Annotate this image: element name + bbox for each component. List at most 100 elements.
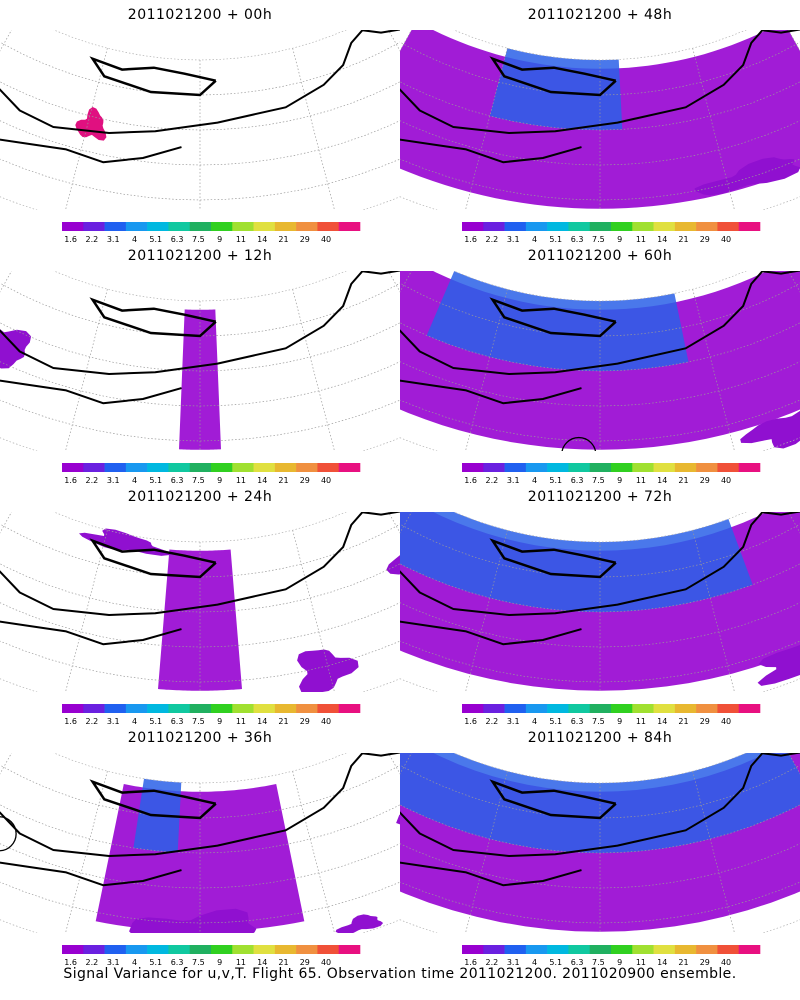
variance-patch bbox=[129, 908, 257, 933]
colorbar-label: 11 bbox=[636, 958, 646, 967]
variance-field-high bbox=[489, 48, 623, 131]
colorbar-label: 11 bbox=[636, 476, 646, 485]
colorbar-label: 7.5 bbox=[192, 958, 205, 967]
variance-patch bbox=[740, 410, 800, 449]
colorbar-label: 3.1 bbox=[107, 958, 120, 967]
colorbar-label: 9 bbox=[617, 235, 622, 244]
colorbar-label: 7.5 bbox=[592, 958, 605, 967]
colorbar-swatch bbox=[83, 704, 105, 713]
colorbar-swatch bbox=[462, 222, 484, 231]
map-boundary bbox=[0, 30, 400, 210]
forecast-panel: 2011021200 + 24h 1.6 2.2 3.1 4 5.1 6.3 7.5 9 11 14… bbox=[0, 482, 400, 726]
colorbar-swatch bbox=[338, 704, 361, 713]
colorbar-swatch bbox=[632, 222, 654, 231]
graticule-longitude bbox=[292, 530, 335, 692]
colorbar-label: 29 bbox=[300, 235, 310, 244]
colorbar-label: 5.1 bbox=[549, 717, 562, 726]
panel-title: 2011021200 + 48h bbox=[527, 7, 673, 23]
colorbar: 1.6 2.2 3.1 4 5.1 6.3 7.5 9 11 14 21 29 40 bbox=[462, 704, 761, 726]
colorbar-swatch bbox=[104, 704, 127, 713]
panel-title: 2011021200 + 60h bbox=[527, 248, 673, 264]
colorbar-swatch bbox=[462, 704, 484, 713]
panel-grid: 2011021200 + 00h 1.6 2.2 3.1 4 5.1 6.3 7.5 9 11 14… bbox=[0, 7, 800, 967]
panel-title: 2011021200 + 36h bbox=[127, 730, 273, 746]
colorbar-label: 40 bbox=[721, 476, 731, 485]
map-boundary bbox=[400, 30, 800, 210]
colorbar-swatch bbox=[104, 463, 127, 472]
graticule-longitude bbox=[400, 271, 412, 293]
colorbar-label: 7.5 bbox=[192, 476, 205, 485]
variance-patch bbox=[335, 914, 384, 933]
colorbar-label: 1.6 bbox=[64, 476, 77, 485]
colorbar-swatch bbox=[717, 222, 740, 231]
colorbar-swatch bbox=[274, 945, 297, 954]
colorbar-swatch bbox=[338, 222, 361, 231]
colorbar-label: 7.5 bbox=[592, 235, 605, 244]
map-boundary bbox=[0, 271, 400, 451]
coastline bbox=[0, 271, 400, 375]
graticule-longitude bbox=[465, 771, 508, 933]
colorbar-label: 21 bbox=[678, 958, 688, 967]
colorbar-swatch bbox=[104, 222, 127, 231]
graticule-longitude bbox=[0, 753, 12, 775]
graticule-longitude bbox=[400, 30, 412, 52]
colorbar-swatch bbox=[125, 463, 148, 472]
colorbar-label: 11 bbox=[236, 235, 246, 244]
polar-map bbox=[400, 753, 800, 933]
forecast-panel: 2011021200 + 60h 1.6 2.2 3.1 4 5.1 6.3 7.5 9 11 14… bbox=[400, 241, 800, 485]
panel-title: 2011021200 + 84h bbox=[527, 730, 673, 746]
colorbar-swatch bbox=[317, 704, 340, 713]
colorbar-label: 4 bbox=[132, 235, 137, 244]
polar-map bbox=[400, 271, 800, 451]
colorbar-swatch bbox=[296, 945, 318, 954]
graticule-longitude bbox=[65, 289, 108, 451]
graticule-longitude bbox=[388, 512, 400, 534]
colorbar-label: 3.1 bbox=[507, 235, 520, 244]
colorbar-swatch bbox=[589, 222, 612, 231]
colorbar-swatch bbox=[189, 945, 212, 954]
colorbar-label: 2.2 bbox=[486, 235, 499, 244]
colorbar-label: 6.3 bbox=[171, 717, 184, 726]
colorbar-swatch bbox=[504, 704, 527, 713]
colorbar-label: 5.1 bbox=[549, 476, 562, 485]
map-boundary bbox=[400, 753, 800, 933]
colorbar-label: 9 bbox=[217, 958, 222, 967]
graticule-longitude bbox=[692, 289, 735, 451]
colorbar-swatch bbox=[525, 222, 548, 231]
colorbar-label: 29 bbox=[300, 958, 310, 967]
colorbar-label: 1.6 bbox=[464, 717, 477, 726]
colorbar-swatch bbox=[168, 945, 191, 954]
colorbar-label: 1.6 bbox=[64, 717, 77, 726]
colorbar-swatch bbox=[232, 704, 254, 713]
map-boundary bbox=[0, 512, 400, 692]
colorbar-swatch bbox=[189, 463, 212, 472]
colorbar-label: 9 bbox=[617, 717, 622, 726]
colorbar-swatch bbox=[338, 945, 361, 954]
polar-map bbox=[0, 512, 400, 692]
colorbar-swatch bbox=[211, 945, 233, 954]
polar-map bbox=[400, 512, 800, 692]
colorbar-swatch bbox=[696, 222, 718, 231]
colorbar-label: 11 bbox=[636, 717, 646, 726]
graticule-longitude bbox=[465, 48, 508, 210]
colorbar-swatch bbox=[504, 222, 527, 231]
colorbar-swatch bbox=[253, 945, 276, 954]
colorbar-label: 40 bbox=[721, 235, 731, 244]
colorbar-swatch bbox=[525, 463, 548, 472]
colorbar-label: 2.2 bbox=[86, 235, 99, 244]
colorbar-swatch bbox=[696, 704, 718, 713]
coastline bbox=[0, 30, 400, 134]
colorbar-label: 14 bbox=[257, 476, 267, 485]
colorbar-label: 4 bbox=[532, 476, 537, 485]
colorbar-swatch bbox=[274, 704, 297, 713]
colorbar-label: 6.3 bbox=[171, 235, 184, 244]
coastline bbox=[400, 620, 582, 646]
colorbar-label: 4 bbox=[132, 476, 137, 485]
colorbar-label: 4 bbox=[132, 958, 137, 967]
graticule-longitude bbox=[692, 48, 735, 210]
coastline bbox=[0, 861, 182, 887]
colorbar-label: 2.2 bbox=[86, 717, 99, 726]
colorbar-label: 14 bbox=[257, 958, 267, 967]
colorbar-label: 14 bbox=[257, 717, 267, 726]
colorbar-swatch bbox=[738, 463, 761, 472]
